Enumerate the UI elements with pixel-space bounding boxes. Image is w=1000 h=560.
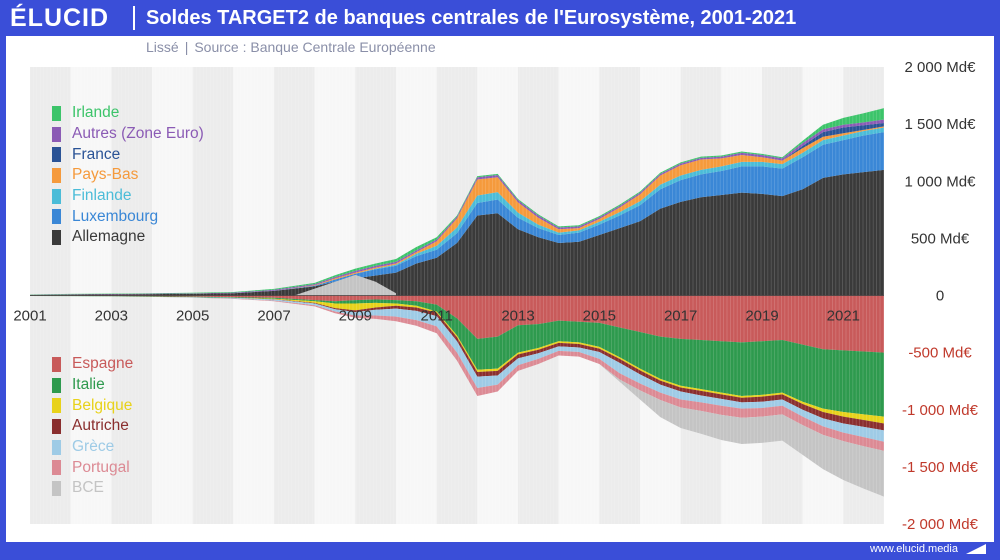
x-tick-label: 2009: [339, 308, 372, 325]
chart-title: Soldes TARGET2 de banques centrales de l…: [146, 7, 797, 29]
legend-swatch: [52, 229, 61, 245]
legend-item: Finlande: [52, 186, 204, 207]
x-tick-label: 2005: [176, 308, 209, 325]
y-tick-label: -500 Md€: [908, 345, 972, 362]
area-bce-positive: [294, 274, 396, 296]
legend-item: BCE: [52, 478, 133, 499]
legend-swatch: [52, 167, 61, 183]
legend-negative: Espagne Italie Belgique Autriche Grèce Portug…: [52, 354, 133, 499]
legend-swatch: [52, 147, 61, 163]
legend-item: Italie: [52, 375, 133, 396]
legend-swatch: [52, 460, 61, 476]
legend-label: Autres (Zone Euro): [72, 125, 204, 143]
y-tick-label: 0: [936, 288, 944, 305]
footer-url[interactable]: www.elucid.media: [869, 543, 958, 555]
legend-swatch: [52, 480, 61, 496]
y-tick-label: 2 000 Md€: [905, 59, 977, 76]
legend-swatch: [52, 418, 61, 434]
elucid-media-icon: [966, 544, 986, 554]
x-tick-label: 2017: [664, 308, 697, 325]
subtitle-separator: |: [184, 39, 189, 55]
logo-separator: [133, 6, 135, 30]
y-tick-label: 1 500 Md€: [905, 116, 977, 133]
area-allemagne: [30, 169, 884, 296]
y-tick-label: 1 000 Md€: [905, 173, 977, 190]
x-tick-label: 2015: [583, 308, 616, 325]
legend-label: BCE: [72, 479, 104, 497]
legend-item: Irlande: [52, 103, 204, 124]
legend-label: Finlande: [72, 187, 132, 205]
legend-label: Portugal: [72, 458, 130, 476]
area-espagne: [30, 295, 884, 353]
x-tick-label: 2013: [501, 308, 534, 325]
x-tick-label: 2001: [13, 308, 46, 325]
x-tick-label: 2019: [745, 308, 778, 325]
x-tick-label: 2021: [827, 308, 860, 325]
axes: 2 000 Md€ 1 500 Md€ 1 000 Md€ 500 Md€ 0 -500 …: [13, 59, 978, 533]
legend-swatch: [52, 439, 61, 455]
legend-swatch: [52, 377, 61, 393]
legend-item: Luxembourg: [52, 206, 204, 227]
legend-swatch: [52, 356, 61, 372]
header-bar: ÉLUCID Soldes TARGET2 de banques central…: [0, 0, 1000, 36]
source-note: Source : Banque Centrale Européenne: [194, 39, 436, 55]
y-tick-label: -1 000 Md€: [902, 402, 979, 419]
legend-swatch: [52, 209, 61, 225]
legend-item: Grèce: [52, 437, 133, 458]
legend-item: France: [52, 144, 204, 165]
x-tick-label: 2011: [421, 308, 453, 325]
stacked-areas: [30, 108, 884, 497]
legend-item: Allemagne: [52, 227, 204, 248]
legend-item: Autriche: [52, 416, 133, 437]
y-tick-label: -1 500 Md€: [902, 459, 979, 476]
legend-label: Autriche: [72, 417, 129, 435]
elucid-logo[interactable]: ÉLUCID: [10, 4, 110, 32]
legend-label: Allemagne: [72, 228, 146, 246]
subtitle: Lissé | Source : Banque Centrale Européenn…: [146, 39, 436, 55]
smoothing-note: Lissé: [146, 39, 179, 55]
x-tick-label: 2003: [95, 308, 128, 325]
y-tick-label: -2 000 Md€: [902, 516, 979, 533]
legend-swatch: [52, 398, 61, 414]
legend-swatch: [52, 188, 61, 204]
legend-label: Belgique: [72, 396, 133, 414]
legend-label: Pays-Bas: [72, 166, 139, 184]
legend-label: Espagne: [72, 355, 134, 373]
legend-label: Italie: [72, 376, 105, 394]
legend-label: Luxembourg: [72, 207, 159, 225]
area-italie: [30, 295, 884, 417]
legend-label: Irlande: [72, 104, 120, 122]
legend-item: Portugal: [52, 457, 133, 478]
legend-positive: Irlande Autres (Zone Euro) France Pays-Bas F…: [52, 103, 204, 248]
legend-item: Belgique: [52, 395, 133, 416]
y-tick-label: 500 Md€: [911, 230, 970, 247]
legend-swatch: [52, 105, 61, 121]
legend-swatch: [52, 126, 61, 142]
legend-item: Pays-Bas: [52, 165, 204, 186]
legend-label: France: [72, 145, 121, 163]
legend-item: Espagne: [52, 354, 133, 375]
legend-label: Grèce: [72, 438, 115, 456]
x-tick-label: 2007: [257, 308, 290, 325]
legend-item: Autres (Zone Euro): [52, 124, 204, 145]
